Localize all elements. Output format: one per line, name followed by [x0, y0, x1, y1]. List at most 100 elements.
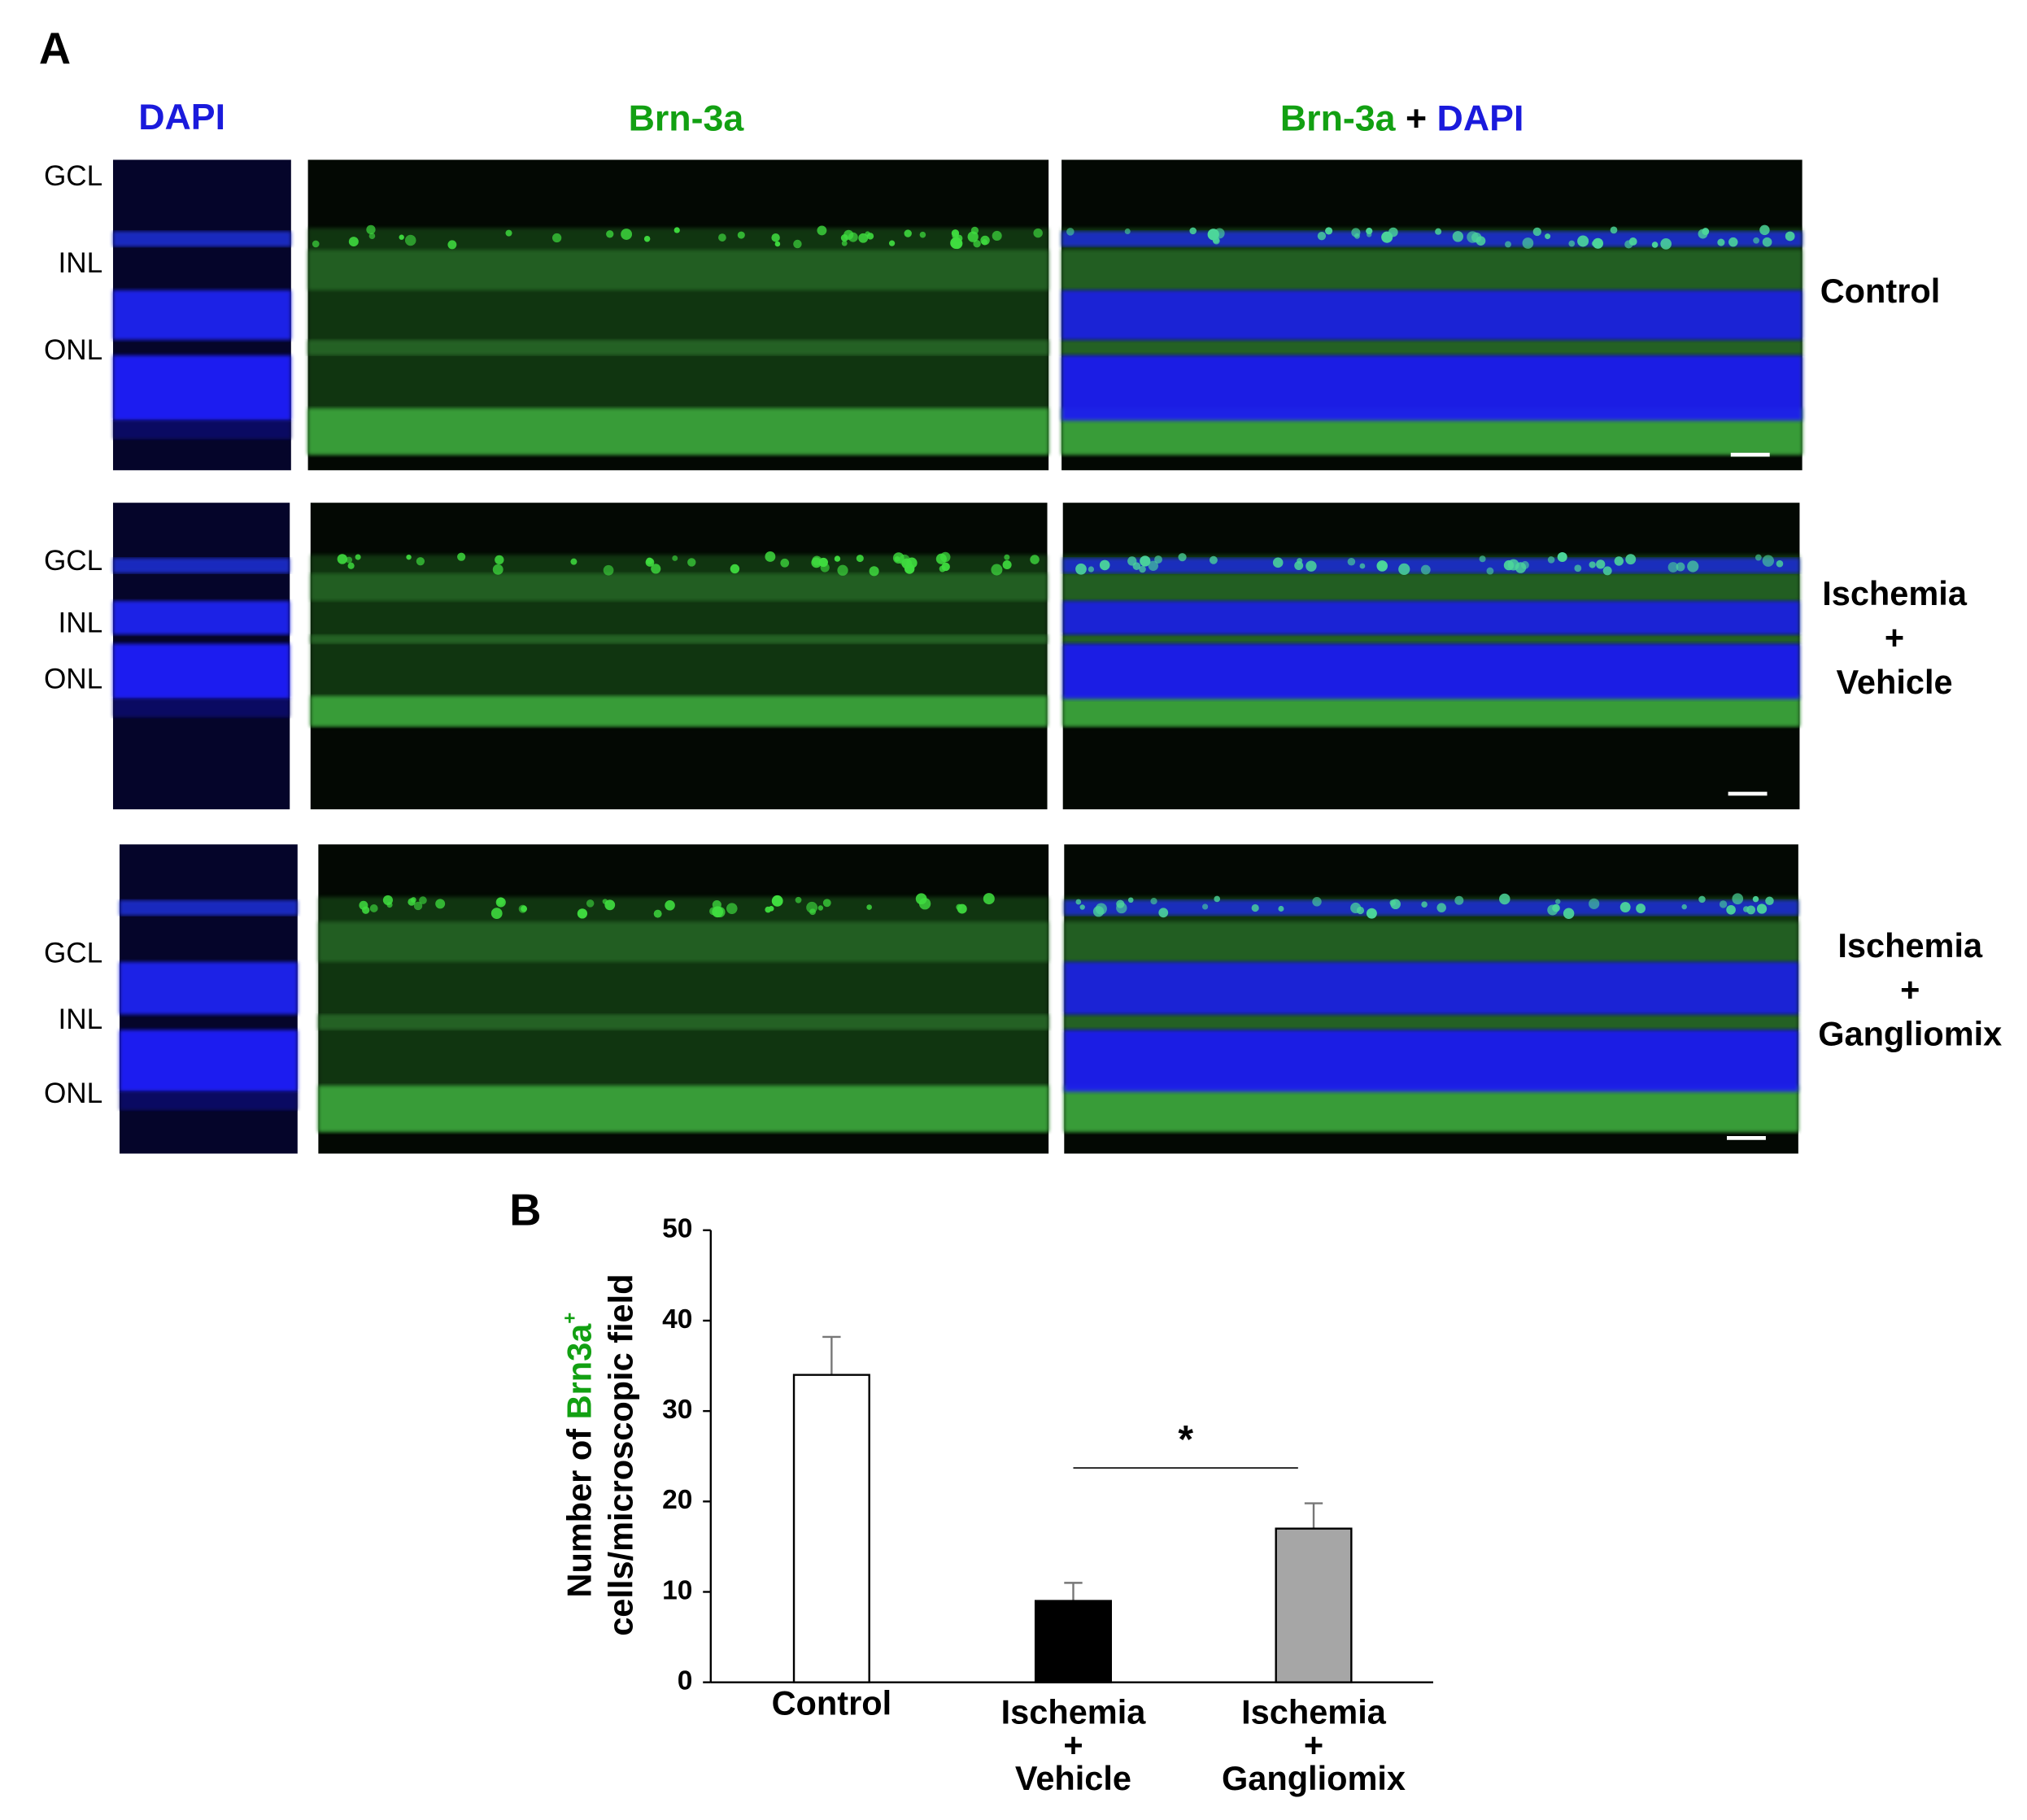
rgc-cell [817, 225, 827, 236]
rgc-cell [672, 555, 678, 561]
x-tick-label: Vehicle [1015, 1759, 1131, 1797]
rgc-cell [346, 556, 353, 564]
rgc-cell [602, 899, 608, 904]
rgc-cell [1702, 228, 1710, 236]
rgc-cell [1351, 228, 1361, 237]
y-label-part: + [559, 1313, 581, 1324]
rgc-cell [399, 234, 404, 240]
rgc-cell [651, 564, 661, 574]
layer-label: INL [59, 607, 103, 639]
rgc-cell [843, 229, 854, 240]
inl-nuclei [1062, 600, 1800, 635]
rgc-cell [1124, 228, 1131, 234]
rgc-cell [1499, 893, 1510, 905]
rgc-cell [956, 903, 962, 911]
rgc-cell [1127, 897, 1134, 903]
rgc-cell [1687, 560, 1699, 573]
ipl [318, 921, 1049, 962]
micrograph [1064, 844, 1798, 1154]
rgc-cell [1075, 563, 1087, 575]
column-header: DAPI [138, 98, 225, 137]
gcl-nuclei [1061, 231, 1803, 247]
rgc-cell [973, 240, 981, 248]
rgc-cell [1189, 227, 1197, 235]
rgc-cell [1728, 237, 1738, 247]
rgc-cell [1592, 237, 1604, 249]
rgc-cell [915, 893, 927, 905]
rgc-cell [866, 904, 872, 910]
outer-segments [1064, 1085, 1798, 1132]
rgc-cell [1759, 224, 1770, 236]
onl-nuclei [1062, 643, 1800, 699]
rgc-cell [1201, 903, 1209, 910]
gcl-nuclei [112, 558, 290, 573]
rgc-cell [726, 903, 738, 914]
rgc-cell [822, 899, 831, 908]
rgc-cell [1139, 565, 1146, 573]
rgc-cell [1390, 899, 1401, 910]
rgc-cell [1681, 903, 1687, 910]
rgc-cell [1602, 566, 1612, 576]
micrograph [119, 844, 298, 1154]
rgc-cell [490, 908, 503, 920]
rgc-cell [1297, 558, 1303, 564]
rgc-cell [1660, 238, 1672, 250]
opl [310, 634, 1048, 644]
micrograph [1062, 503, 1800, 810]
rgc-cell [834, 555, 841, 562]
y-tick-label: 40 [662, 1304, 692, 1335]
rgc-cell [1116, 902, 1127, 914]
rgc-cell [983, 893, 995, 905]
layer-label: INL [59, 1004, 103, 1035]
rgc-cell [894, 555, 900, 562]
rgc-cell [1127, 556, 1137, 566]
rgc-cell [369, 904, 378, 912]
rgc-cell [1762, 555, 1774, 567]
rgc-cell [1762, 237, 1772, 247]
onl-nuclei [1064, 1030, 1798, 1092]
ipl [1061, 250, 1803, 290]
rgc-cell [1075, 899, 1082, 905]
rgc-cell [1366, 227, 1373, 235]
micrograph [1061, 159, 1803, 471]
layer-label: INL [59, 247, 103, 279]
dim-band [119, 1091, 298, 1111]
onl-nuclei [112, 355, 291, 421]
rgc-cell [841, 240, 848, 246]
x-tick-label: Ischemia [1001, 1693, 1147, 1731]
bar [1275, 1527, 1353, 1683]
column-header: Brn-3a + DAPI [1280, 98, 1524, 138]
rgc-cell [1435, 228, 1442, 235]
rgc-cell [1589, 898, 1600, 909]
rgc-cell [1667, 562, 1679, 573]
rgc-cell [366, 224, 376, 235]
rgc-cell [1555, 899, 1561, 904]
y-label-part: Number of [560, 1429, 599, 1598]
rgc-cell [1698, 895, 1706, 903]
rgc-cell [869, 566, 879, 577]
y-tick-label: 10 [662, 1575, 692, 1605]
rgc-cell [1004, 554, 1010, 560]
ipl [1062, 573, 1800, 601]
rgc-cell [1325, 227, 1333, 235]
rgc-cell [645, 558, 655, 567]
rgc-cell [586, 899, 595, 908]
rgc-cell [1765, 896, 1774, 906]
rgc-cell [1212, 237, 1220, 244]
rgc-cell [1614, 556, 1624, 566]
rgc-cell [687, 558, 696, 567]
gcl-nuclei [119, 899, 298, 916]
rgc-cell [368, 233, 376, 239]
rgc-cell [416, 557, 425, 566]
y-tick-label: 0 [678, 1666, 693, 1696]
row-label: Control [1820, 272, 1941, 310]
rgc-cell [406, 554, 412, 560]
rgc-cell [967, 231, 979, 242]
opl [1064, 1014, 1798, 1030]
rgc-cell [521, 905, 528, 912]
rgc-cell [1522, 237, 1534, 249]
rgc-cell [447, 240, 457, 250]
rgc-cell [992, 230, 1002, 241]
rgc-cell [795, 896, 802, 903]
x-tick-label: Control [772, 1683, 892, 1722]
